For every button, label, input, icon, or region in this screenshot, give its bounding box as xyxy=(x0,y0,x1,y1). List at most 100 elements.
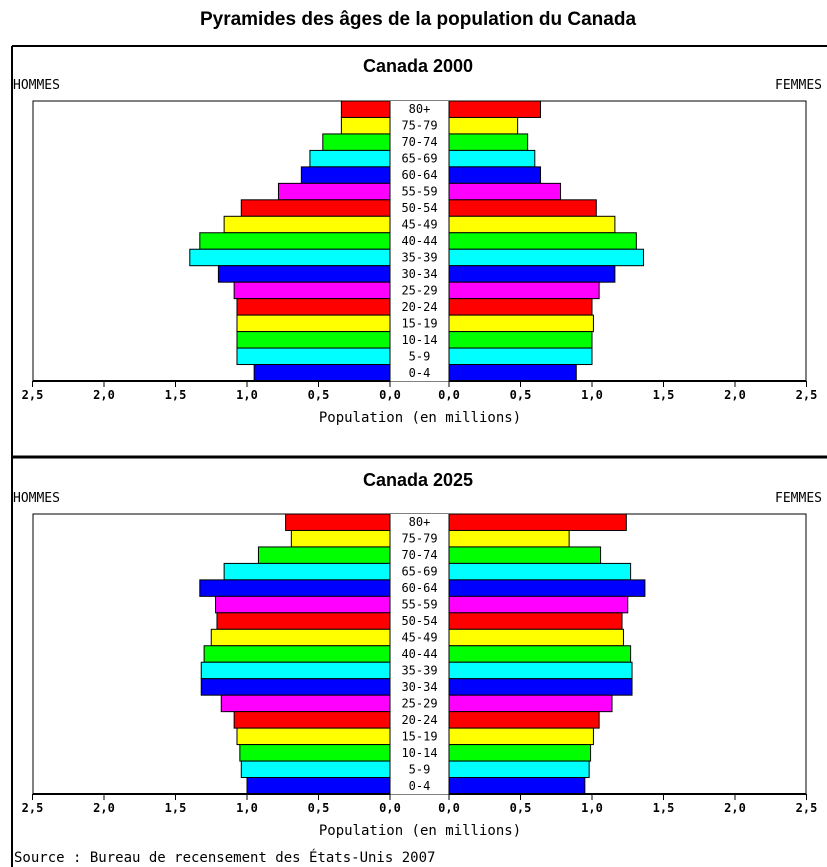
age-group-label: 40-44 xyxy=(401,647,437,661)
male-bar-30-34 xyxy=(200,678,391,696)
female-bar-15-19 xyxy=(448,314,594,333)
age-group-label: 5-9 xyxy=(409,349,431,363)
female-bar-5-9 xyxy=(448,760,590,779)
age-group-label: 0-4 xyxy=(409,366,431,380)
male-bar-15-19 xyxy=(236,727,391,746)
left-side-label: HOMMES xyxy=(13,78,60,93)
x-axis-title: Population (en millions) xyxy=(319,823,521,839)
age-label-gap xyxy=(390,101,449,381)
right-tick-label: 1,0 xyxy=(581,388,603,402)
female-bar-80+ xyxy=(448,513,627,531)
age-group-label: 55-59 xyxy=(401,598,437,612)
panel-title: Canada 2025 xyxy=(363,470,473,490)
male-bar-35-39 xyxy=(189,248,391,267)
male-bar-65-69 xyxy=(223,562,391,581)
left-tick-label: 2,0 xyxy=(93,388,115,402)
male-bar-70-74 xyxy=(322,133,391,151)
female-bar-50-54 xyxy=(448,199,597,217)
female-bar-40-44 xyxy=(448,645,632,663)
age-group-label: 80+ xyxy=(409,102,431,116)
right-tick-label: 2,0 xyxy=(724,388,746,402)
male-bar-50-54 xyxy=(240,199,391,217)
right-tick-label: 0,5 xyxy=(510,801,532,815)
male-bar-0-4 xyxy=(246,777,391,795)
age-group-label: 80+ xyxy=(409,515,431,529)
left-tick-label: 2,0 xyxy=(93,801,115,815)
age-group-label: 65-69 xyxy=(401,152,437,166)
female-bar-0-4 xyxy=(448,777,586,795)
female-bar-80+ xyxy=(448,100,542,118)
right-tick-label: 2,5 xyxy=(796,388,818,402)
age-group-label: 70-74 xyxy=(401,548,437,562)
right-tick-label: 1,5 xyxy=(653,388,675,402)
age-group-label: 20-24 xyxy=(401,713,437,727)
female-bar-60-64 xyxy=(448,166,542,184)
age-group-label: 55-59 xyxy=(401,185,437,199)
left-tick-label: 1,5 xyxy=(165,388,187,402)
age-group-label: 45-49 xyxy=(401,218,437,232)
age-group-label: 60-64 xyxy=(401,168,437,182)
right-tick-label: 0,0 xyxy=(438,388,460,402)
female-bar-20-24 xyxy=(448,298,593,316)
age-group-label: 15-19 xyxy=(401,316,437,330)
right-tick-label: 2,5 xyxy=(796,801,818,815)
female-bar-40-44 xyxy=(448,232,637,250)
right-side-label: FEMMES xyxy=(775,78,822,93)
male-bar-35-39 xyxy=(200,661,391,680)
female-bar-75-79 xyxy=(448,529,570,548)
age-group-label: 25-29 xyxy=(401,696,437,710)
female-bar-45-49 xyxy=(448,628,624,647)
age-group-label: 50-54 xyxy=(401,201,437,215)
male-bar-45-49 xyxy=(210,628,391,647)
female-bar-35-39 xyxy=(448,661,633,680)
male-bar-25-29 xyxy=(233,281,391,300)
age-group-label: 60-64 xyxy=(401,581,437,595)
left-tick-label: 1,5 xyxy=(165,801,187,815)
female-bar-15-19 xyxy=(448,727,594,746)
male-bar-20-24 xyxy=(233,711,391,729)
age-group-label: 35-39 xyxy=(401,250,437,264)
age-group-label: 30-34 xyxy=(401,267,437,281)
male-bar-60-64 xyxy=(300,166,391,184)
age-group-label: 20-24 xyxy=(401,300,437,314)
right-side-label: FEMMES xyxy=(775,491,822,506)
male-bar-0-4 xyxy=(253,364,391,382)
female-bar-20-24 xyxy=(448,711,600,729)
age-group-label: 30-34 xyxy=(401,680,437,694)
female-bar-75-79 xyxy=(448,116,519,135)
male-bar-75-79 xyxy=(290,529,391,548)
male-bar-55-59 xyxy=(215,595,391,614)
age-group-label: 75-79 xyxy=(401,532,437,546)
source-note: Source : Bureau de recensement des États… xyxy=(14,849,435,866)
male-bar-10-14 xyxy=(239,744,391,762)
age-group-label: 65-69 xyxy=(401,565,437,579)
female-bar-65-69 xyxy=(448,562,632,581)
male-bar-30-34 xyxy=(217,265,391,283)
male-bar-15-19 xyxy=(236,314,391,333)
female-bar-25-29 xyxy=(448,694,613,713)
pyramid-panel-2000: Canada 2000 HOMMES FEMMES 80+ 75-79 70-74 65-6… xyxy=(13,51,822,426)
panel-title-background xyxy=(332,466,502,496)
male-bar-40-44 xyxy=(199,232,391,250)
female-bar-55-59 xyxy=(448,182,562,201)
left-tick-label: 1,0 xyxy=(236,801,258,815)
age-group-label: 0-4 xyxy=(409,779,431,793)
left-tick-label: 2,5 xyxy=(22,801,44,815)
female-bar-35-39 xyxy=(448,248,644,267)
left-tick-label: 0,0 xyxy=(379,388,401,402)
male-bar-70-74 xyxy=(257,546,391,564)
age-group-label: 70-74 xyxy=(401,135,437,149)
male-bar-45-49 xyxy=(223,215,391,234)
female-bar-55-59 xyxy=(448,595,629,614)
right-tick-label: 0,5 xyxy=(510,388,532,402)
x-axis-title: Population (en millions) xyxy=(319,410,521,426)
female-bar-30-34 xyxy=(448,265,616,283)
female-bar-45-49 xyxy=(448,215,616,234)
female-bar-5-9 xyxy=(448,347,593,366)
male-bar-60-64 xyxy=(199,579,391,597)
female-bar-70-74 xyxy=(448,546,602,564)
female-bar-60-64 xyxy=(448,579,646,597)
male-bar-50-54 xyxy=(216,612,391,630)
age-group-label: 10-14 xyxy=(401,333,437,347)
